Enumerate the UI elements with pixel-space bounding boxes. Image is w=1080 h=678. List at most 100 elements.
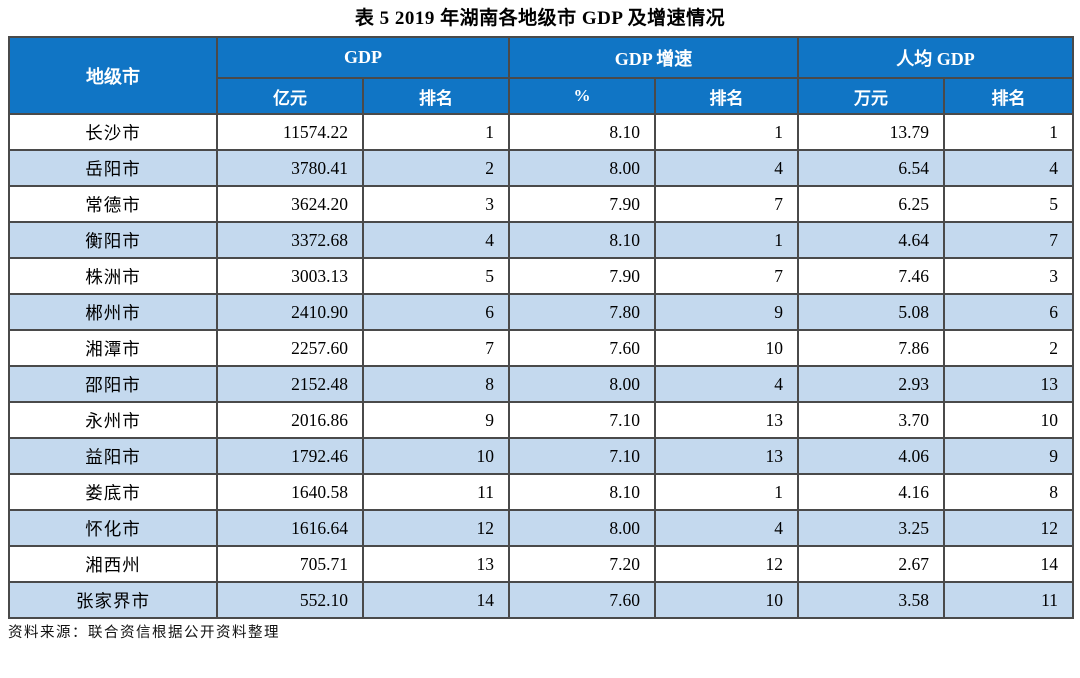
pc-rank-cell: 11	[943, 581, 1075, 619]
pc-value-cell: 7.46	[797, 257, 946, 295]
city-cell: 株洲市	[8, 257, 218, 295]
table-title: 表 5 2019 年湖南各地级市 GDP 及增速情况	[354, 8, 726, 29]
growth-rank-cell: 13	[653, 401, 800, 439]
growth-rank-cell: 4	[653, 365, 800, 403]
pc-value-cell: 2.67	[797, 545, 946, 583]
pc-value-cell: 6.25	[797, 185, 946, 223]
gdp-rank-cell: 7	[362, 329, 510, 367]
subheader-gdp-unit: 亿元	[216, 77, 364, 115]
subheader-pc-rank: 排名	[943, 77, 1075, 115]
growth-rank-cell: 13	[653, 437, 800, 475]
gdp-value-cell: 2152.48	[216, 365, 364, 403]
table-body: 长沙市 11574.22 1 8.10 1 13.79 1 岳阳市 3780.4…	[8, 113, 1075, 619]
growth-value-cell: 7.10	[508, 401, 656, 439]
gdp-value-cell: 3780.41	[216, 149, 364, 187]
header-group-row: 地级市 GDP GDP 增速 人均 GDP	[8, 36, 1075, 115]
pc-rank-cell: 10	[943, 401, 1075, 439]
city-cell: 益阳市	[8, 437, 218, 475]
gdp-rank-cell: 4	[362, 221, 510, 259]
growth-value-cell: 8.00	[508, 149, 656, 187]
pc-value-cell: 4.64	[797, 221, 946, 259]
table-row: 娄底市 1640.58 11 8.10 1 4.16 8	[8, 473, 1075, 511]
table-row: 常德市 3624.20 3 7.90 7 6.25 5	[8, 185, 1075, 223]
gdp-table: 地级市 GDP GDP 增速 人均 GDP 亿元 排名 % 排名 万元 排名 长…	[8, 36, 1075, 619]
city-cell: 岳阳市	[8, 149, 218, 187]
gdp-rank-cell: 14	[362, 581, 510, 619]
growth-value-cell: 8.00	[508, 365, 656, 403]
growth-value-cell: 8.10	[508, 221, 656, 259]
city-cell: 邵阳市	[8, 365, 218, 403]
pc-value-cell: 5.08	[797, 293, 946, 331]
header-sub-row: 亿元 排名 % 排名 万元 排名	[9, 77, 1075, 115]
gdp-value-cell: 552.10	[216, 581, 364, 619]
pc-rank-cell: 9	[943, 437, 1075, 475]
table-row: 永州市 2016.86 9 7.10 13 3.70 10	[8, 401, 1075, 439]
gdp-value-cell: 2016.86	[216, 401, 364, 439]
subheader-growth-rank: 排名	[653, 77, 800, 115]
growth-rank-cell: 7	[653, 185, 800, 223]
header-gdp-growth: GDP 增速	[507, 36, 800, 79]
gdp-rank-cell: 1	[362, 113, 510, 151]
subheader-gdp-rank: 排名	[362, 77, 510, 115]
city-cell: 娄底市	[8, 473, 218, 511]
gdp-rank-cell: 10	[362, 437, 510, 475]
growth-rank-cell: 1	[653, 221, 800, 259]
growth-value-cell: 8.00	[508, 509, 656, 547]
pc-rank-cell: 8	[943, 473, 1075, 511]
city-cell: 长沙市	[8, 113, 218, 151]
gdp-rank-cell: 9	[362, 401, 510, 439]
pc-rank-cell: 12	[943, 509, 1075, 547]
gdp-value-cell: 2410.90	[216, 293, 364, 331]
pc-value-cell: 13.79	[797, 113, 946, 151]
gdp-rank-cell: 12	[362, 509, 510, 547]
table-row: 长沙市 11574.22 1 8.10 1 13.79 1	[8, 113, 1075, 151]
gdp-rank-cell: 11	[362, 473, 510, 511]
table-row: 株洲市 3003.13 5 7.90 7 7.46 3	[8, 257, 1075, 295]
pc-value-cell: 6.54	[797, 149, 946, 187]
growth-value-cell: 8.10	[508, 473, 656, 511]
gdp-rank-cell: 5	[362, 257, 510, 295]
gdp-value-cell: 3372.68	[216, 221, 364, 259]
growth-rank-cell: 9	[653, 293, 800, 331]
growth-value-cell: 7.20	[508, 545, 656, 583]
pc-rank-cell: 4	[943, 149, 1075, 187]
header-gdp: GDP	[216, 36, 510, 79]
gdp-value-cell: 2257.60	[216, 329, 364, 367]
gdp-rank-cell: 13	[362, 545, 510, 583]
pc-value-cell: 2.93	[797, 365, 946, 403]
growth-rank-cell: 1	[653, 473, 800, 511]
city-cell: 湘潭市	[8, 329, 218, 367]
pc-rank-cell: 14	[943, 545, 1075, 583]
pc-rank-cell: 7	[943, 221, 1075, 259]
gdp-value-cell: 705.71	[216, 545, 364, 583]
table-header: 地级市 GDP GDP 增速 人均 GDP 亿元 排名 % 排名 万元 排名	[8, 36, 1075, 115]
pc-value-cell: 3.25	[797, 509, 946, 547]
pc-rank-cell: 1	[943, 113, 1075, 151]
growth-value-cell: 8.10	[508, 113, 656, 151]
pc-rank-cell: 2	[943, 329, 1075, 367]
gdp-value-cell: 3624.20	[216, 185, 364, 223]
growth-value-cell: 7.90	[508, 185, 656, 223]
gdp-value-cell: 11574.22	[216, 113, 364, 151]
table-row: 张家界市 552.10 14 7.60 10 3.58 11	[8, 581, 1075, 619]
table-row: 湘西州 705.71 13 7.20 12 2.67 14	[8, 545, 1075, 583]
city-cell: 衡阳市	[8, 221, 218, 259]
gdp-value-cell: 1640.58	[216, 473, 364, 511]
growth-value-cell: 7.60	[508, 581, 656, 619]
pc-value-cell: 7.86	[797, 329, 946, 367]
pc-rank-cell: 6	[943, 293, 1075, 331]
pc-value-cell: 4.16	[797, 473, 946, 511]
gdp-rank-cell: 8	[362, 365, 510, 403]
source-note: 资料来源：联合资信根据公开资料整理	[8, 625, 280, 641]
growth-rank-cell: 1	[653, 113, 800, 151]
gdp-value-cell: 1792.46	[216, 437, 364, 475]
gdp-rank-cell: 6	[362, 293, 510, 331]
pc-value-cell: 3.70	[797, 401, 946, 439]
growth-rank-cell: 10	[653, 581, 800, 619]
growth-value-cell: 7.10	[508, 437, 656, 475]
growth-rank-cell: 12	[653, 545, 800, 583]
growth-rank-cell: 10	[653, 329, 800, 367]
subheader-growth-unit: %	[508, 77, 656, 115]
growth-rank-cell: 4	[653, 149, 800, 187]
